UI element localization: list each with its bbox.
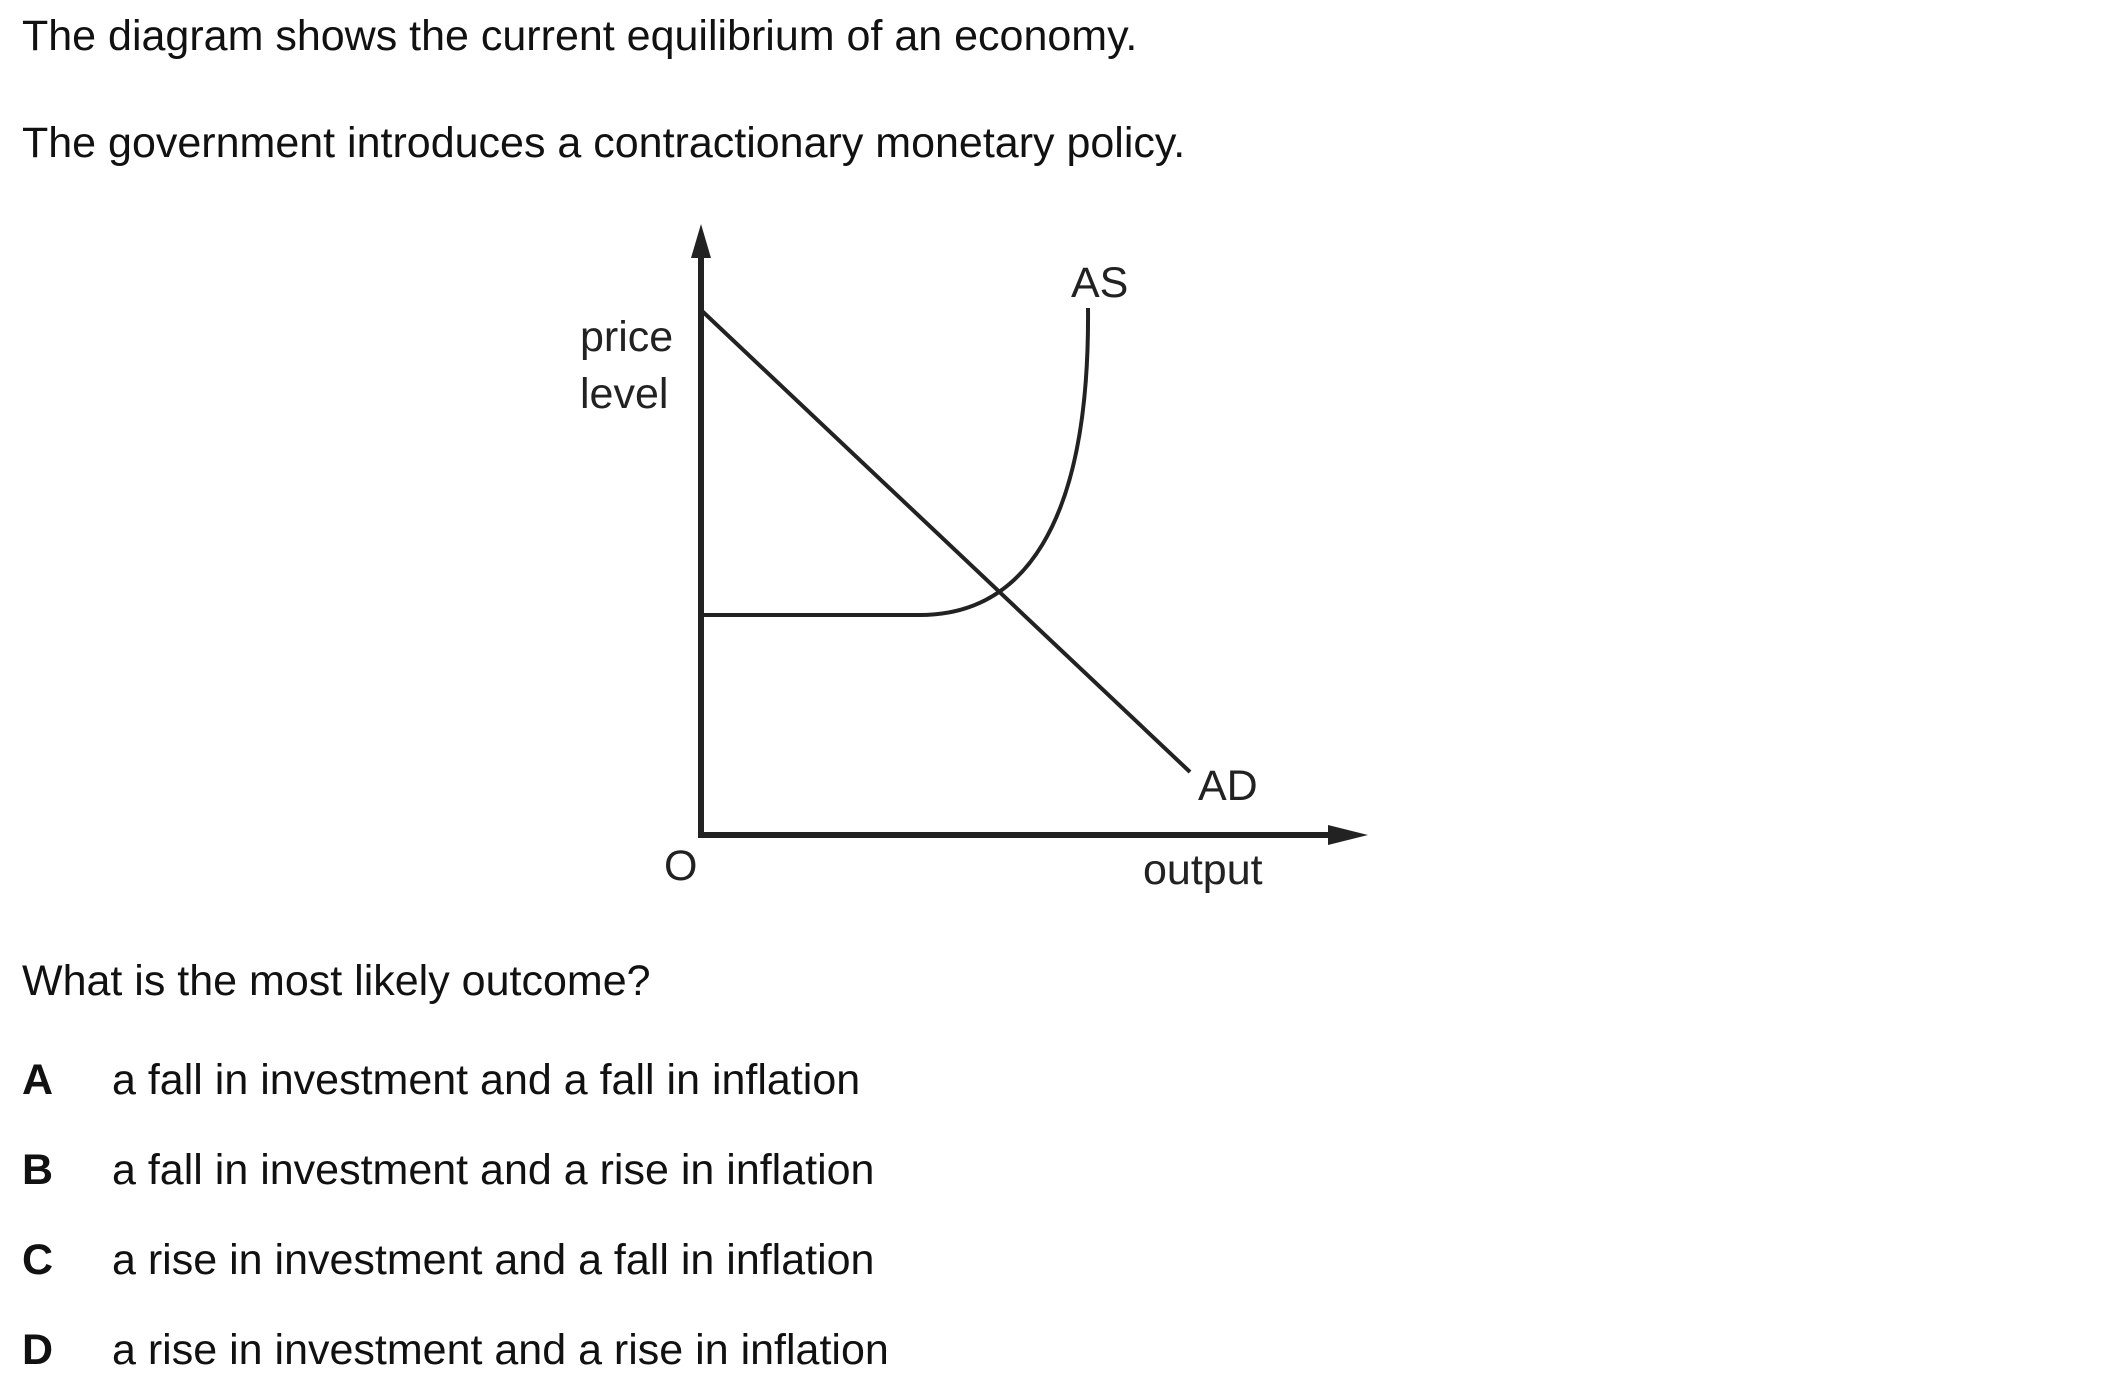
option-letter: C	[22, 1236, 54, 1284]
origin-label: O	[664, 842, 697, 890]
option-letter: B	[22, 1146, 54, 1194]
y-axis-label-line2: level	[580, 370, 668, 418]
x-axis-arrow-icon	[1328, 825, 1368, 845]
intro-line-1: The diagram shows the current equilibriu…	[22, 12, 1138, 60]
as-curve	[701, 307, 1091, 617]
ad-curve-label: AD	[1198, 762, 1258, 810]
intro-line-2: The government introduces a contractiona…	[22, 119, 1186, 167]
option-text: a fall in investment and a rise in infla…	[112, 1146, 875, 1194]
option-text: a fall in investment and a fall in infla…	[112, 1056, 861, 1104]
option-text: a rise in investment and a fall in infla…	[112, 1236, 875, 1284]
x-axis-label: output	[1143, 846, 1263, 894]
option-letter: A	[22, 1056, 54, 1104]
option-text: a rise in investment and a rise in infla…	[112, 1326, 889, 1374]
ad-curve	[699, 308, 1192, 774]
question-text: What is the most likely outcome?	[22, 957, 651, 1005]
option-letter: D	[22, 1326, 54, 1374]
y-axis-label-line1: price	[580, 313, 673, 361]
y-axis-arrow-icon	[691, 224, 711, 258]
as-curve-label: AS	[1071, 259, 1128, 307]
